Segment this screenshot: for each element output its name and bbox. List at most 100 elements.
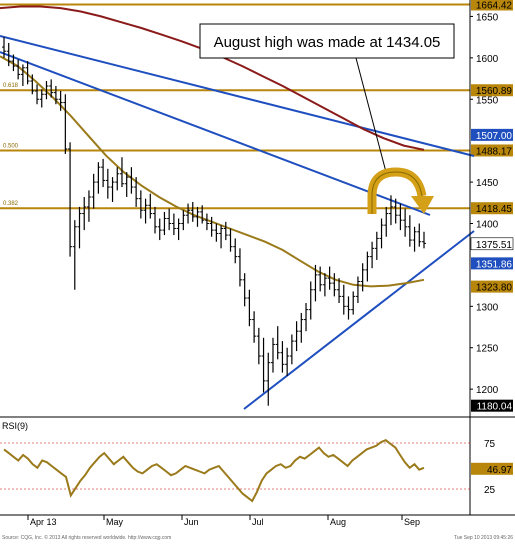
price-bar (355, 276, 360, 304)
price-bar (115, 167, 120, 191)
price-bar (157, 218, 162, 241)
rsi-tick-label: 25 (484, 485, 496, 496)
price-bar (285, 347, 290, 376)
price-bar (11, 54, 16, 72)
fibonacci-levels: 1664.42 0.618 1560.89 0.500 1488.17 0.382 1418… (0, 0, 513, 215)
footer-timestamp: Tue Sep 10 2013 09:45:26 (454, 535, 513, 541)
price-bar (237, 248, 242, 287)
price-badge-label-1: 1375.51 (476, 240, 513, 251)
price-bar (20, 64, 25, 86)
price-bar (412, 226, 417, 252)
price-bar (379, 218, 384, 249)
price-bar (308, 281, 313, 320)
rsi-title: RSI(9) (2, 421, 28, 431)
price-bar (270, 337, 275, 373)
price-bar (105, 168, 110, 199)
price-bar (110, 177, 115, 202)
price-bar (233, 238, 238, 264)
price-badge-1 (470, 237, 514, 251)
price-bar (374, 231, 379, 260)
price-badge-label-2: 1351.86 (476, 259, 513, 270)
price-bar (200, 205, 205, 224)
time-axis: Apr 13 May Jun Jul Aug Sep (0, 514, 515, 527)
price-bar (77, 206, 82, 249)
price-bar (35, 84, 40, 105)
price-bar (360, 263, 365, 292)
price-bar (365, 251, 370, 282)
price-tick-label: 1200 (476, 385, 499, 396)
price-bar (82, 196, 87, 231)
price-bar (129, 167, 134, 194)
price-tick-label: 1400 (476, 219, 499, 230)
time-tick-label: May (106, 517, 124, 527)
fib-label-3: 1418.45 (476, 204, 513, 215)
price-tick-label: 1600 (476, 54, 499, 65)
price-badge-2 (471, 257, 513, 270)
time-tick-label: Jul (252, 517, 264, 527)
time-tick-label: Apr 13 (30, 517, 57, 527)
price-badge-0 (471, 128, 513, 141)
price-bar (143, 198, 148, 224)
price-bar (86, 190, 91, 222)
fib-badge-0 (471, 0, 513, 11)
price-bar (195, 206, 200, 227)
price-bar (181, 210, 186, 231)
fib-badge-1 (471, 84, 513, 97)
price-bar (68, 142, 73, 257)
upper-trendline-2 (0, 51, 431, 216)
price-badge-4 (471, 399, 513, 412)
price-bar (280, 341, 285, 373)
price-bar (148, 193, 153, 219)
price-bar (138, 190, 143, 219)
fib-pct-1: 0.618 (3, 83, 19, 89)
price-bar (332, 273, 337, 297)
price-bar (53, 86, 58, 105)
price-bar (219, 225, 224, 249)
price-bar (313, 264, 318, 302)
price-bar (304, 303, 309, 332)
price-bar (214, 223, 219, 242)
price-bar (6, 42, 11, 67)
price-bar (190, 201, 195, 222)
fib-pct-2: 0.500 (3, 143, 19, 149)
price-bar (337, 278, 342, 304)
price-bar (417, 223, 422, 247)
price-bar (91, 173, 96, 209)
callout-pointer (355, 57, 387, 173)
price-bar (299, 312, 304, 343)
price-bar (124, 172, 129, 197)
price-bar (167, 208, 172, 231)
price-bars (2, 37, 426, 406)
price-bar (289, 334, 294, 365)
price-bar (209, 216, 214, 237)
price-bar (223, 221, 228, 241)
fib-label-2: 1488.17 (476, 146, 513, 157)
price-bar (346, 296, 351, 320)
price-axis: 1650 1600 1550 1450 1400 1300 1250 1200 1507.00 1… (469, 0, 514, 515)
rsi-tick-label: 75 (484, 439, 496, 450)
fib-label-1: 1560.89 (476, 86, 513, 97)
price-tick-label: 1550 (476, 95, 499, 106)
rsi-current-label: 46.97 (487, 465, 512, 476)
time-tick-label: Aug (330, 517, 346, 527)
price-bar (247, 289, 252, 327)
fib-pct-3: 0.382 (3, 201, 19, 207)
price-bar (30, 74, 35, 95)
price-bar (153, 206, 158, 234)
price-bar (370, 241, 375, 269)
price-bar (176, 218, 181, 241)
support-trendline (243, 230, 475, 410)
price-bar (2, 37, 6, 58)
price-bar (318, 266, 323, 292)
price-bar (351, 291, 356, 315)
price-bar (242, 273, 247, 307)
price-bar (266, 352, 271, 406)
callout-box: August high was made at 1434.05 (199, 23, 455, 173)
rsi-line (3, 439, 425, 503)
price-bar (388, 195, 393, 226)
fib-badge-2 (471, 144, 513, 157)
price-bar (341, 284, 346, 315)
price-bar (393, 198, 398, 224)
price-bar (49, 79, 54, 98)
price-bar (63, 94, 68, 154)
